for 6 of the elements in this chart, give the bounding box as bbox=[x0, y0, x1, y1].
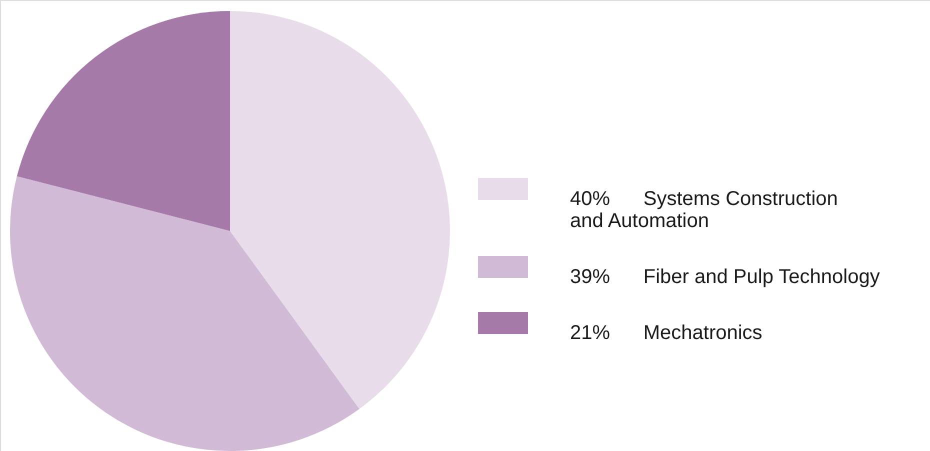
pie-slice bbox=[16, 11, 230, 231]
legend-label: 39% Fiber and Pulp Technology bbox=[570, 266, 880, 288]
pie-slice bbox=[230, 11, 450, 409]
legend-label: 40% Systems Construction and Automation bbox=[570, 188, 838, 232]
legend-label: 21% Mechatronics bbox=[570, 322, 762, 344]
pie-slice bbox=[10, 176, 360, 451]
